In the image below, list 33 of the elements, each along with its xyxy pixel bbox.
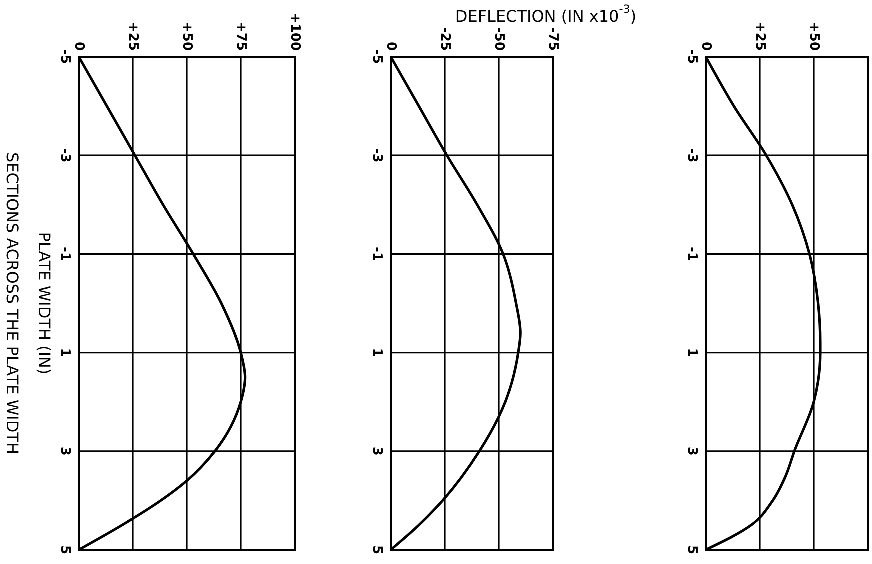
x-tick-label: +25 bbox=[126, 22, 140, 51]
x-tick-label: +50 bbox=[180, 22, 194, 51]
y-tick-label: -1 bbox=[370, 246, 384, 262]
x-tick-label: 0 bbox=[384, 42, 398, 51]
y-tick-label: -5 bbox=[370, 50, 384, 64]
y-tick-label: -5 bbox=[58, 50, 72, 64]
y-tick-label: 1 bbox=[370, 348, 384, 358]
y-tick-label: 5 bbox=[58, 545, 72, 555]
x-axis-title: DEFLECTION (IN x10$^{-3}$) bbox=[455, 3, 637, 26]
y-tick-label: 5 bbox=[684, 545, 700, 555]
y-tick-label: -5 bbox=[684, 50, 700, 64]
y-axis-title: PLATE WIDTH (IN) bbox=[36, 232, 54, 375]
x-tick-label: +100 bbox=[288, 12, 302, 51]
y-tick-label: -1 bbox=[58, 246, 72, 262]
y-tick-label: -3 bbox=[58, 148, 72, 163]
y-tick-label: 5 bbox=[370, 545, 384, 555]
x-tick-label: 0 bbox=[72, 42, 86, 51]
y-tick-label: 1 bbox=[58, 348, 72, 358]
x-tick-label: -50 bbox=[492, 28, 506, 51]
text: SECTIONS ACROSS THE PLATE WIDTH bbox=[4, 152, 22, 454]
y-tick-label: 3 bbox=[684, 446, 700, 456]
y-tick-label: -1 bbox=[684, 246, 700, 262]
y-tick-label: 3 bbox=[58, 446, 72, 456]
x-tick-label: -25 bbox=[438, 28, 452, 51]
x-tick-label: +25 bbox=[752, 22, 768, 51]
x-tick-label: +50 bbox=[806, 22, 822, 51]
y-tick-label: -3 bbox=[370, 148, 384, 163]
x-tick-label: +75 bbox=[234, 22, 248, 51]
x-tick-label: 0 bbox=[698, 42, 714, 51]
x-tick-label: -75 bbox=[546, 28, 560, 51]
y-tick-label: -3 bbox=[684, 148, 700, 163]
y-tick-label: 1 bbox=[684, 348, 700, 358]
y-tick-label: 3 bbox=[370, 446, 384, 456]
